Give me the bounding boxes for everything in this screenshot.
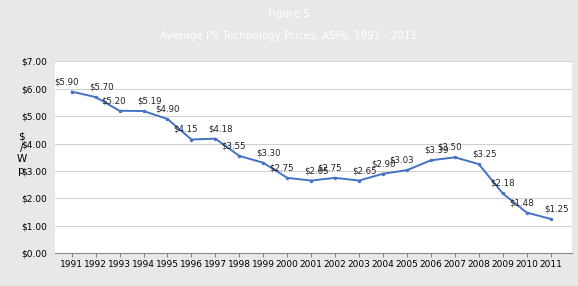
Text: $2.75: $2.75 (317, 163, 342, 172)
Text: $3.30: $3.30 (257, 148, 281, 157)
Text: $2.65: $2.65 (353, 166, 377, 175)
Text: $2.75: $2.75 (269, 163, 294, 172)
Text: $5.90: $5.90 (54, 77, 79, 86)
Y-axis label: $
/
W
p: $ / W p (16, 131, 27, 176)
Text: $2.65: $2.65 (305, 166, 329, 175)
Text: Figure 5: Figure 5 (268, 9, 310, 19)
Text: $4.18: $4.18 (209, 124, 234, 133)
Text: $3.03: $3.03 (389, 156, 414, 165)
Text: Average PV Technology Prices, ASPs, 1991 - 2011: Average PV Technology Prices, ASPs, 1991… (161, 31, 417, 41)
Text: $3.25: $3.25 (472, 150, 497, 159)
Text: $5.19: $5.19 (137, 96, 161, 106)
Text: $2.90: $2.90 (370, 159, 395, 168)
Text: $1.25: $1.25 (544, 204, 569, 213)
Text: $3.39: $3.39 (424, 146, 449, 155)
Text: $2.18: $2.18 (491, 179, 515, 188)
Text: $4.90: $4.90 (155, 104, 180, 114)
Text: $5.20: $5.20 (102, 96, 127, 105)
Text: $4.15: $4.15 (173, 125, 198, 134)
Text: $1.48: $1.48 (509, 198, 533, 207)
Text: $3.50: $3.50 (437, 143, 462, 152)
Text: $5.70: $5.70 (89, 83, 113, 92)
Text: $3.55: $3.55 (221, 141, 246, 150)
